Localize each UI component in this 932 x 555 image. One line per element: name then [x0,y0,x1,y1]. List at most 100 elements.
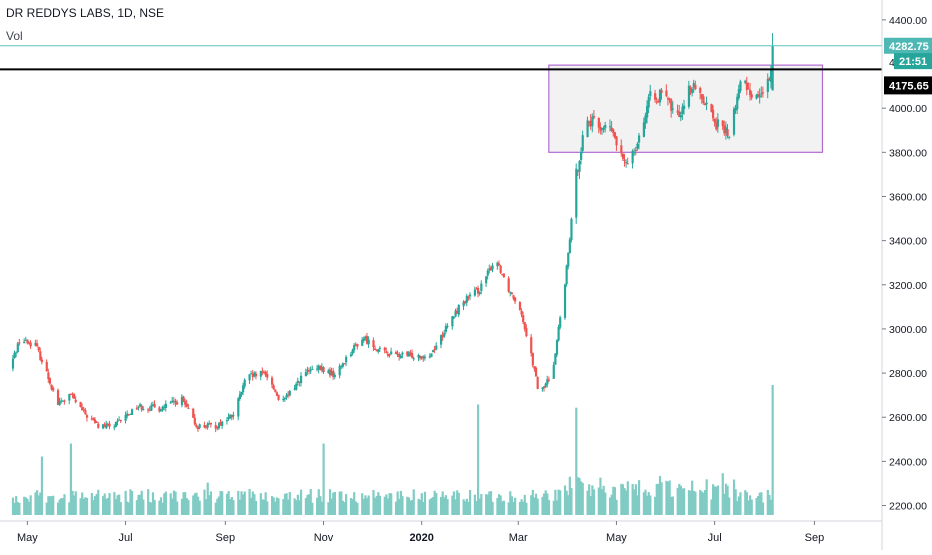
volume-bar [489,491,493,515]
candle-body [497,263,501,266]
candle-body [488,268,491,271]
price-tick-label: 4000.00 [889,103,927,115]
candle-body [485,276,488,284]
volume-bar [757,496,760,515]
volume-bar [620,483,623,515]
candle-body [745,82,749,90]
volume-bar [195,492,198,515]
volume-bar [642,492,645,515]
candle-body [475,288,478,290]
candle-body [468,294,472,297]
candle-body [40,359,44,363]
volume-bar [56,502,60,515]
candle-body [386,353,390,356]
price-tick-label: 2600.00 [889,412,927,424]
candle-body [411,352,414,358]
volume-bar [473,494,476,515]
volume-bar [712,484,715,515]
volume-bar [333,491,336,515]
volume-bar [172,490,176,515]
volume-bar [597,487,600,515]
volume-bar [50,496,53,515]
candle-body [195,424,198,428]
volume-bar [514,497,517,515]
candle-body [465,296,468,303]
volume-bar [11,497,15,515]
volume-bar [203,489,206,515]
volume-bar [554,489,557,515]
candle-body [285,395,288,398]
volume-bar [665,480,668,515]
candle-body [489,267,493,271]
candle-body [467,297,470,299]
volume-bar [375,495,378,515]
cyan-price-badge-bg [884,37,932,54]
candle-body [736,96,739,110]
volume-bar [771,385,774,515]
candle-body [621,153,625,159]
volume-bar [723,493,726,515]
candle-body [507,278,510,292]
candle-body [209,422,213,425]
volume-bar [699,489,702,515]
volume-bar [306,494,309,515]
price-tick-label: 2800.00 [889,368,927,380]
volume-bar [299,489,303,515]
volume-bar [118,494,121,515]
candle-body [412,358,415,360]
candle-body [374,348,377,350]
volume-bar [612,486,615,515]
volume-bar [749,495,752,515]
volume-bar [737,496,740,515]
volume-bar [668,480,671,515]
candle-body [435,345,438,350]
candle-body [351,349,354,354]
volume-bar [182,492,185,515]
volume-label: Vol [6,29,23,43]
candle-body [261,371,264,373]
volume-bar [37,495,40,515]
candle-body [691,89,694,94]
candle-body [430,353,433,357]
volume-bar [536,498,539,515]
candle-body [423,356,427,358]
volume-bar [147,489,150,515]
candle-body [543,386,546,388]
candle-body [95,421,98,423]
volume-bar [73,495,76,515]
volume-bar [657,483,660,515]
volume-bar [713,486,716,515]
volume-bar [253,494,256,515]
candle-body [340,366,343,368]
candle-body [37,346,40,351]
candle-body [758,95,761,98]
candle-body [219,422,222,426]
candle-body [13,352,16,359]
volume-bar [497,494,501,515]
volume-bar [187,499,190,515]
volume-bar [694,491,697,515]
volume-bar [13,502,16,515]
candle-body [747,88,750,90]
candle-body [298,381,301,383]
candle-body [636,143,639,149]
volume-bar [625,490,628,515]
candle-body [647,96,650,108]
candle-body [728,136,731,138]
volume-bar [205,499,208,515]
volume-bar [649,495,652,515]
volume-bar [581,482,584,515]
candle-body [108,423,111,427]
candle-body [705,102,708,105]
volume-bar [631,484,634,515]
candle-body [766,79,769,93]
candle-body [251,373,254,377]
volume-bar [563,485,567,515]
volume-bar [171,498,174,515]
candle-body [106,424,110,426]
volume-bar [761,502,765,515]
volume-bar [724,483,728,515]
volume-bar [251,491,254,515]
volume-bar [654,496,657,515]
